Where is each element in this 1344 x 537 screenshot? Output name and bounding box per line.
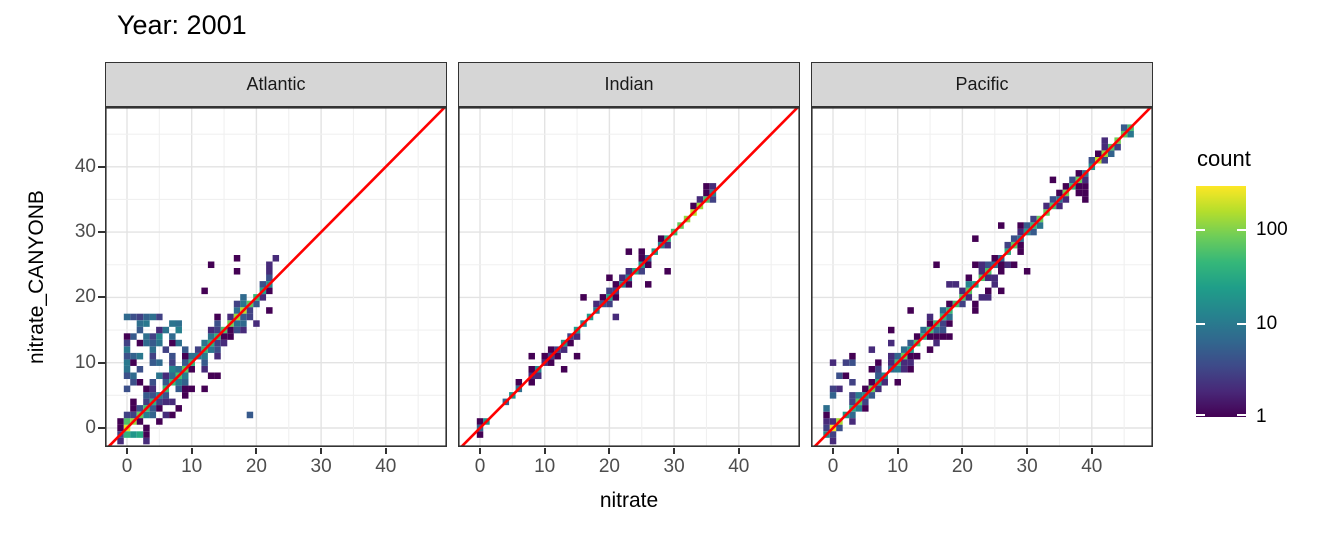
x-tick xyxy=(673,448,676,454)
x-tick xyxy=(126,448,128,454)
identity-line xyxy=(460,107,799,447)
colorbar-tick xyxy=(1237,322,1246,325)
x-tick xyxy=(1026,448,1029,454)
x-tick xyxy=(832,448,834,454)
bin2d-layer xyxy=(458,107,800,447)
colorbar-tick xyxy=(1196,229,1205,232)
y-tick xyxy=(98,361,105,364)
facet-strip-label: Pacific xyxy=(955,74,1009,94)
y-tick xyxy=(98,165,105,168)
bin2d-layer xyxy=(105,107,447,447)
x-tick-label: 30 xyxy=(663,456,685,477)
colorbar-tick xyxy=(1196,322,1205,325)
facet-strip-indian: Indian xyxy=(458,62,800,107)
facet-panel-pacific xyxy=(811,107,1153,447)
colorbar-tick xyxy=(1196,414,1205,416)
x-tick xyxy=(320,448,323,454)
x-tick xyxy=(1090,448,1093,454)
colorbar xyxy=(1196,186,1246,417)
x-tick xyxy=(961,448,964,454)
colorbar-tick xyxy=(1237,229,1246,232)
y-tick-label: 20 xyxy=(74,286,96,308)
x-tick-label: 20 xyxy=(598,456,620,477)
legend-title: count xyxy=(1197,146,1251,171)
x-tick-label: 30 xyxy=(1016,456,1038,477)
x-tick-label: 20 xyxy=(245,456,267,477)
x-tick-label: 40 xyxy=(1081,456,1103,477)
identity-line xyxy=(107,107,446,447)
x-tick xyxy=(190,448,193,454)
colorbar-tick-label: 10 xyxy=(1256,312,1278,334)
facet-strip-label: Indian xyxy=(604,74,654,94)
y-tick xyxy=(98,231,105,234)
x-axis-title: nitrate xyxy=(599,489,659,512)
colorbar-tick xyxy=(1237,414,1246,416)
facet-strip-label: Atlantic xyxy=(246,74,306,94)
x-tick-label: 40 xyxy=(375,456,397,477)
x-tick xyxy=(543,448,546,454)
x-tick xyxy=(737,448,740,454)
y-tick-label: 30 xyxy=(74,221,96,243)
x-tick-label: 20 xyxy=(951,456,973,477)
facet-panel-indian xyxy=(458,107,800,447)
x-tick xyxy=(384,448,387,454)
identity-line xyxy=(813,107,1152,447)
x-tick-label: 0 xyxy=(827,456,839,477)
x-tick xyxy=(255,448,258,454)
x-tick-label: 10 xyxy=(534,456,556,477)
x-tick xyxy=(608,448,611,454)
colorbar-tick-label: 1 xyxy=(1256,406,1267,427)
y-axis-title: nitrate_CANYONB xyxy=(25,190,48,364)
y-tick-label: 10 xyxy=(74,351,96,373)
x-tick xyxy=(896,448,899,454)
y-tick xyxy=(98,296,105,299)
plot-title: Year: 2001 xyxy=(117,10,247,40)
x-tick-label: 10 xyxy=(181,456,203,477)
x-tick xyxy=(479,448,481,454)
bin2d-layer xyxy=(811,107,1153,447)
facet-strip-pacific: Pacific xyxy=(811,62,1153,107)
y-tick-label: 40 xyxy=(74,155,96,177)
facet-panel-atlantic xyxy=(105,107,447,447)
y-tick-label: 0 xyxy=(85,417,96,438)
x-tick-label: 30 xyxy=(310,456,332,477)
colorbar-tick-label: 100 xyxy=(1256,219,1288,241)
facet-strip-atlantic: Atlantic xyxy=(105,62,447,107)
x-tick-label: 10 xyxy=(887,456,909,477)
y-tick xyxy=(98,427,105,429)
x-tick-label: 40 xyxy=(728,456,750,477)
x-tick-label: 0 xyxy=(474,456,486,477)
x-tick-label: 0 xyxy=(121,456,133,477)
